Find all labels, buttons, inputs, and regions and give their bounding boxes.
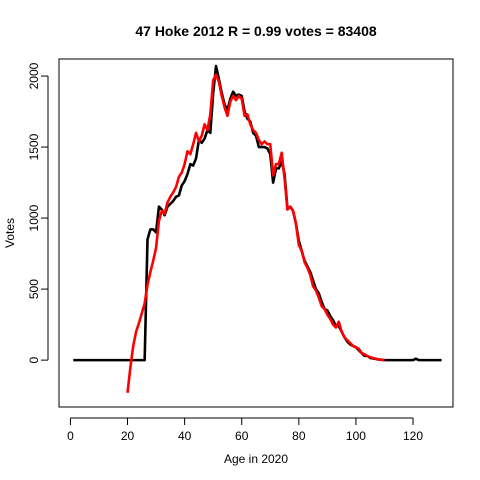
y-axis: 0 500 1000 1500 2000 — [27, 62, 49, 363]
x-axis: 0 20 40 60 80 100 120 — [67, 417, 423, 443]
y-tick-label: 1500 — [27, 133, 41, 160]
x-tick-label: 80 — [292, 429, 306, 443]
x-axis-label: Age in 2020 — [224, 452, 288, 466]
x-tick-label: 100 — [346, 429, 366, 443]
y-tick-label: 1000 — [27, 204, 41, 231]
x-tick-label: 60 — [235, 429, 249, 443]
y-tick-label: 2000 — [27, 62, 41, 89]
series-line-1 — [73, 64, 442, 362]
y-axis-label: Votes — [3, 218, 17, 248]
y-tick-label: 0 — [27, 356, 41, 363]
y-tick-label: 500 — [27, 279, 41, 299]
x-tick-label: 0 — [67, 429, 74, 443]
plot-frame — [58, 58, 454, 408]
x-tick-label: 120 — [403, 429, 423, 443]
series-line-2 — [126, 73, 385, 393]
chart-title: 47 Hoke 2012 R = 0.99 votes = 83408 — [135, 23, 376, 39]
x-tick-label: 20 — [121, 429, 135, 443]
series-layer — [73, 64, 442, 393]
x-tick-label: 40 — [178, 429, 192, 443]
